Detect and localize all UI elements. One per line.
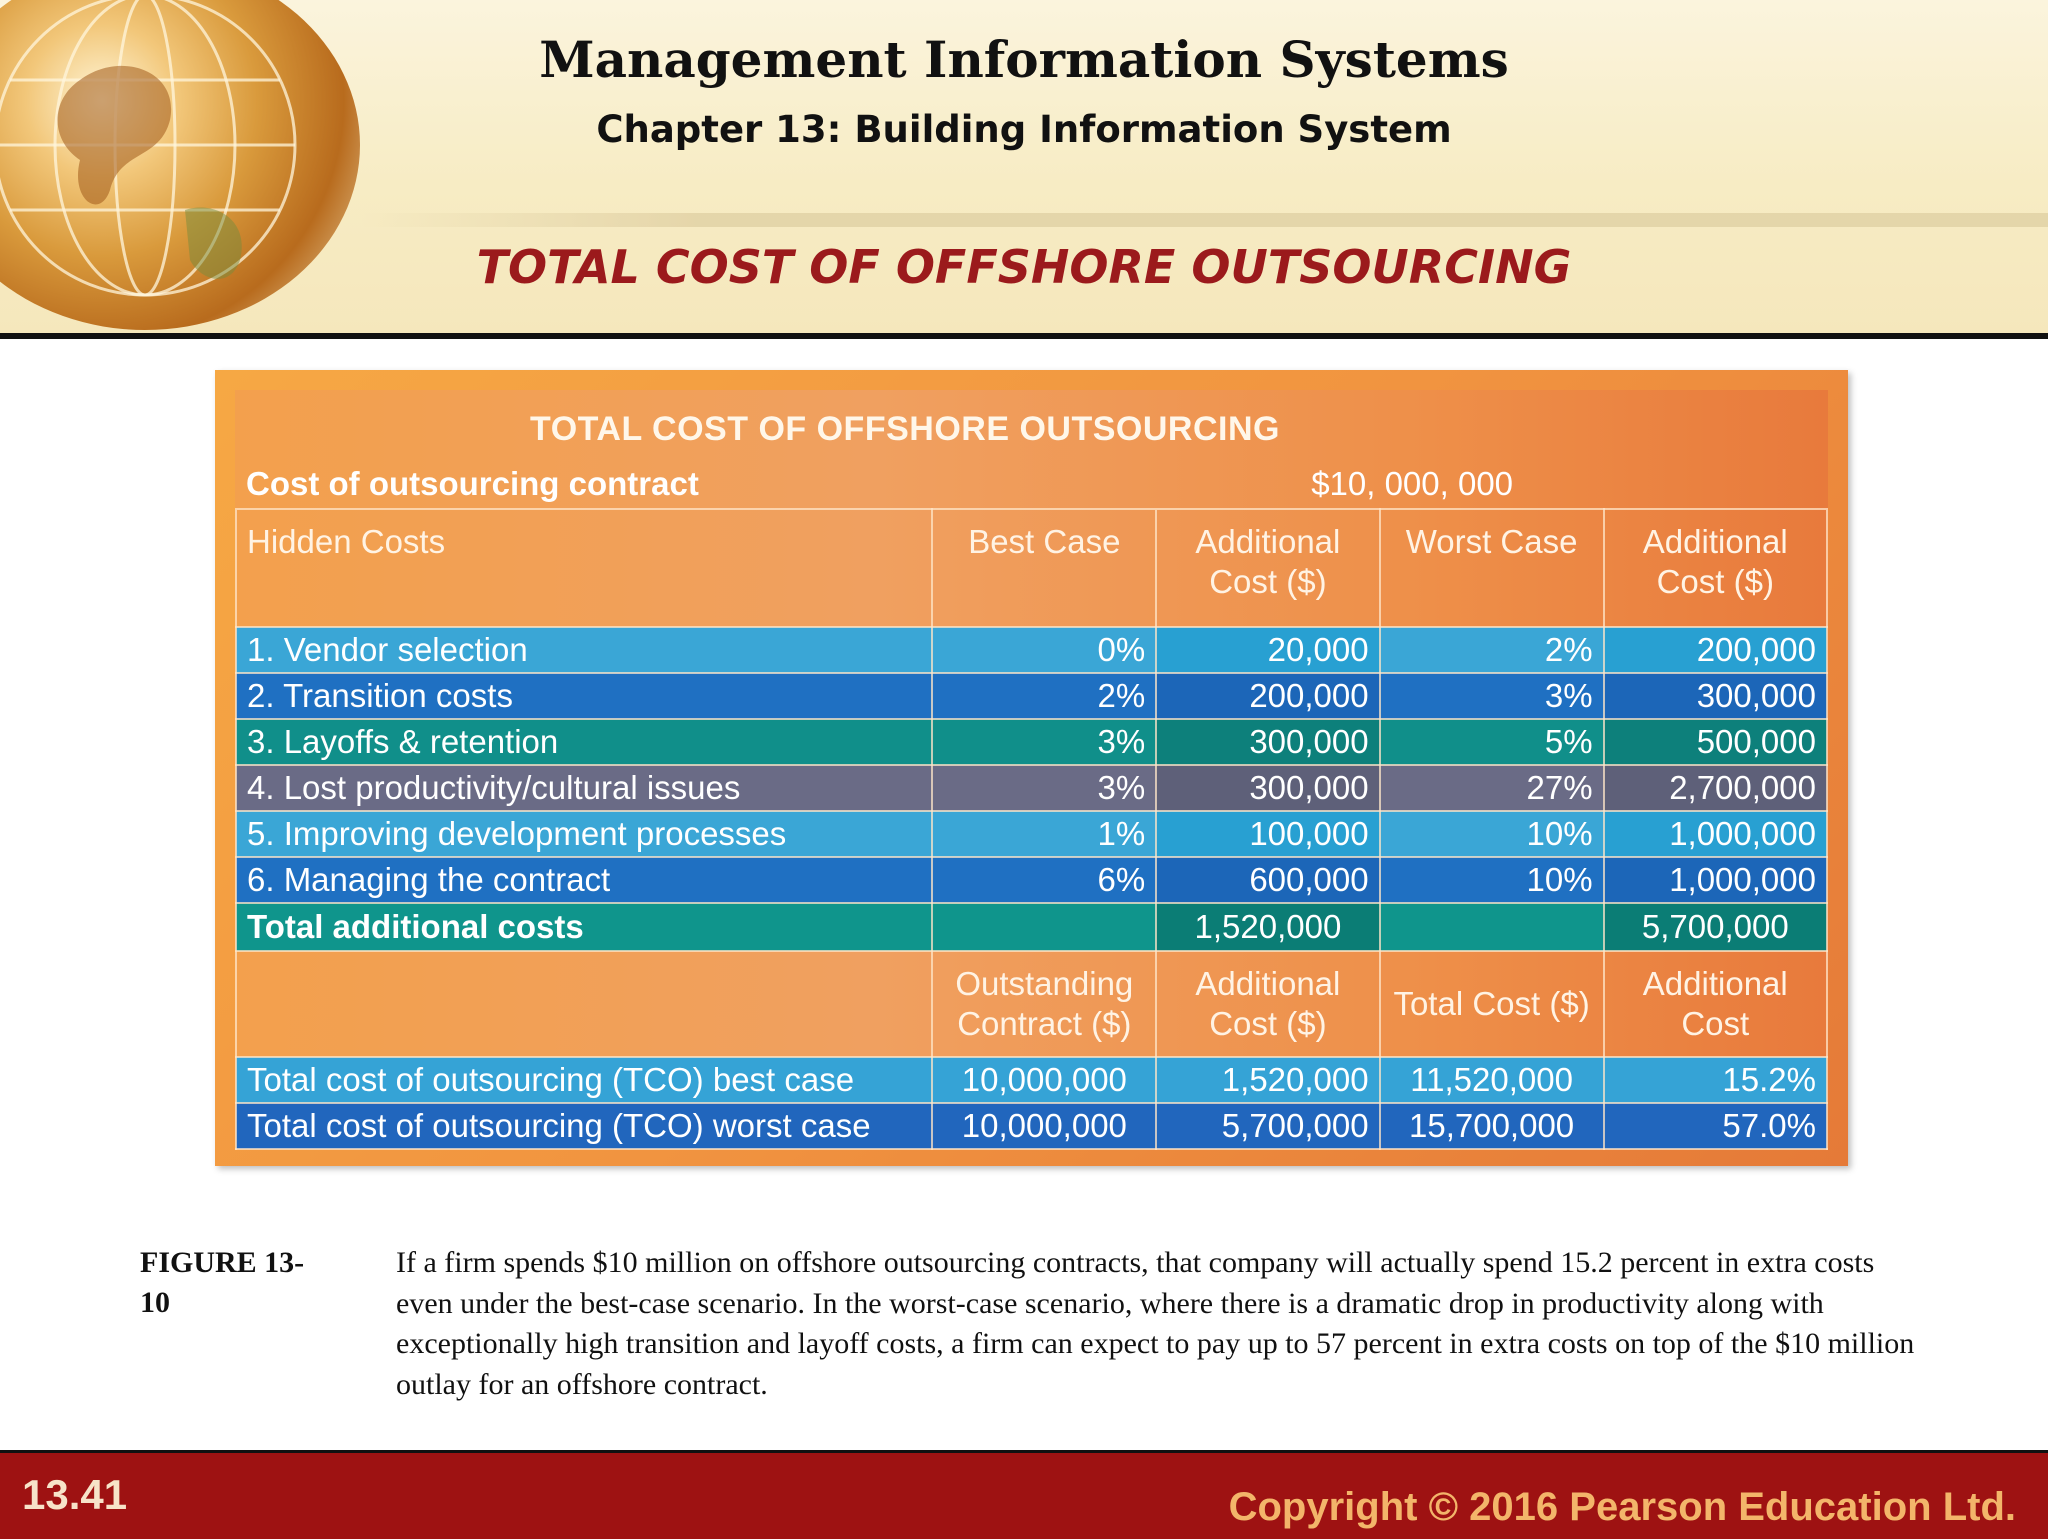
header-additional-cost-worst: Additional Cost ($) bbox=[1602, 508, 1829, 628]
row-label: 4. Lost productivity/cultural issues bbox=[234, 764, 934, 812]
header-band bbox=[360, 213, 2048, 227]
cost-table: Cost of outsourcing contract $10, 000, 0… bbox=[234, 460, 1829, 1150]
header-line: Outstanding bbox=[955, 965, 1134, 1002]
tco-additional: 1,520,000 bbox=[1155, 1056, 1381, 1104]
header-divider bbox=[0, 333, 2048, 339]
figure-label-line: FIGURE 13- bbox=[140, 1246, 305, 1279]
table-row: 1. Vendor selection 0% 20,000 2% 200,000 bbox=[234, 626, 1829, 674]
table-row: 4. Lost productivity/cultural issues 3% … bbox=[234, 764, 1829, 812]
best-pct: 2% bbox=[931, 672, 1158, 720]
header-outstanding-contract: Outstanding Contract ($) bbox=[931, 950, 1158, 1058]
total-row: Total additional costs 1,520,000 5,700,0… bbox=[234, 902, 1829, 952]
best-cost: 20,000 bbox=[1155, 626, 1381, 674]
row-label: 5. Improving development processes bbox=[234, 810, 934, 858]
table-row: 2. Transition costs 2% 200,000 3% 300,00… bbox=[234, 672, 1829, 720]
header-additional-cost: Additional Cost ($) bbox=[1155, 950, 1381, 1058]
slide-header: Management Information Systems Chapter 1… bbox=[0, 0, 2048, 335]
tco-label: Total cost of outsourcing (TCO) worst ca… bbox=[234, 1102, 934, 1150]
worst-pct: 5% bbox=[1378, 718, 1605, 766]
header-line: Contract ($) bbox=[957, 1005, 1132, 1042]
tco-additional: 5,700,000 bbox=[1155, 1102, 1381, 1150]
page-title: Management Information Systems bbox=[539, 30, 1509, 89]
tco-row-worst: Total cost of outsourcing (TCO) worst ca… bbox=[234, 1102, 1829, 1150]
table-header-row: Hidden Costs Best Case Additional Cost ($… bbox=[234, 508, 1829, 628]
total-empty-cell bbox=[1378, 902, 1605, 952]
worst-cost: 1,000,000 bbox=[1602, 810, 1829, 858]
tco-pct: 57.0% bbox=[1602, 1102, 1829, 1150]
best-pct: 0% bbox=[931, 626, 1158, 674]
tco-total: 11,520,000 bbox=[1378, 1056, 1605, 1104]
header-line: Cost bbox=[1681, 1005, 1750, 1042]
cost-table-figure: TOTAL COST OF OFFSHORE OUTSOURCING Cost … bbox=[215, 370, 1848, 1166]
table-row: 5. Improving development processes 1% 10… bbox=[234, 810, 1829, 858]
best-pct: 3% bbox=[931, 764, 1158, 812]
total-worst-cost: 5,700,000 bbox=[1602, 902, 1829, 952]
row-label: 1. Vendor selection bbox=[234, 626, 934, 674]
row-label: 3. Layoffs & retention bbox=[234, 718, 934, 766]
header-hidden-costs: Hidden Costs bbox=[234, 508, 934, 628]
header-line: Cost ($) bbox=[1209, 563, 1327, 600]
best-cost: 300,000 bbox=[1155, 764, 1381, 812]
worst-pct: 10% bbox=[1378, 810, 1605, 858]
tco-pct: 15.2% bbox=[1602, 1056, 1829, 1104]
cost-table-panel: TOTAL COST OF OFFSHORE OUTSOURCING Cost … bbox=[234, 390, 1829, 1150]
header-additional-pct: Additional Cost bbox=[1602, 950, 1829, 1058]
page-subtitle: Chapter 13: Building Information System bbox=[596, 108, 1452, 151]
table-row: 6. Managing the contract 6% 600,000 10% … bbox=[234, 856, 1829, 904]
header-worst-case: Worst Case bbox=[1378, 508, 1605, 628]
slide-footer: 13.41 Copyright © 2016 Pearson Education… bbox=[0, 1450, 2048, 1539]
header-line: Cost ($) bbox=[1209, 1005, 1327, 1042]
tco-header-row: Outstanding Contract ($) Additional Cost (… bbox=[234, 950, 1829, 1058]
header-line: Cost ($) bbox=[1656, 563, 1774, 600]
header-best-case: Best Case bbox=[931, 508, 1158, 628]
tco-outstanding: 10,000,000 bbox=[931, 1102, 1158, 1150]
header-additional-cost-best: Additional Cost ($) bbox=[1155, 508, 1381, 628]
copyright-notice: Copyright © 2016 Pearson Education Ltd. bbox=[1228, 1485, 2016, 1529]
tco-total: 15,700,000 bbox=[1378, 1102, 1605, 1150]
total-best-cost: 1,520,000 bbox=[1155, 902, 1381, 952]
contract-row: Cost of outsourcing contract $10, 000, 0… bbox=[236, 460, 1827, 510]
tco-header-empty bbox=[234, 950, 934, 1058]
figure-label: FIGURE 13- 10 bbox=[140, 1243, 340, 1323]
figure-label-line: 10 bbox=[140, 1286, 170, 1319]
table-row: 3. Layoffs & retention 3% 300,000 5% 500… bbox=[234, 718, 1829, 766]
worst-pct: 27% bbox=[1378, 764, 1605, 812]
row-label: 2. Transition costs bbox=[234, 672, 934, 720]
figure-caption: If a firm spends $10 million on offshore… bbox=[396, 1246, 1915, 1401]
row-label: 6. Managing the contract bbox=[234, 856, 934, 904]
header-total-cost: Total Cost ($) bbox=[1378, 950, 1605, 1058]
contract-amount: $10, 000, 000 bbox=[1156, 460, 1827, 510]
tco-outstanding: 10,000,000 bbox=[931, 1056, 1158, 1104]
worst-pct: 2% bbox=[1378, 626, 1605, 674]
best-cost: 300,000 bbox=[1155, 718, 1381, 766]
worst-cost: 500,000 bbox=[1602, 718, 1829, 766]
worst-cost: 200,000 bbox=[1602, 626, 1829, 674]
best-pct: 1% bbox=[931, 810, 1158, 858]
tco-label: Total cost of outsourcing (TCO) best cas… bbox=[234, 1056, 934, 1104]
slide-heading: TOTAL COST OF OFFSHORE OUTSOURCING bbox=[476, 240, 1572, 294]
best-cost: 100,000 bbox=[1155, 810, 1381, 858]
best-cost: 200,000 bbox=[1155, 672, 1381, 720]
table-title: TOTAL COST OF OFFSHORE OUTSOURCING bbox=[530, 410, 1280, 448]
worst-pct: 3% bbox=[1378, 672, 1605, 720]
best-pct: 6% bbox=[931, 856, 1158, 904]
header-line: Additional bbox=[1195, 965, 1341, 1002]
tco-row-best: Total cost of outsourcing (TCO) best cas… bbox=[234, 1056, 1829, 1104]
best-cost: 600,000 bbox=[1155, 856, 1381, 904]
worst-cost: 300,000 bbox=[1602, 672, 1829, 720]
header-line: Additional bbox=[1642, 523, 1788, 560]
worst-cost: 2,700,000 bbox=[1602, 764, 1829, 812]
worst-cost: 1,000,000 bbox=[1602, 856, 1829, 904]
total-label: Total additional costs bbox=[234, 902, 934, 952]
best-pct: 3% bbox=[931, 718, 1158, 766]
worst-pct: 10% bbox=[1378, 856, 1605, 904]
total-empty-cell bbox=[931, 902, 1158, 952]
slide-number: 13.41 bbox=[22, 1471, 128, 1518]
contract-label: Cost of outsourcing contract bbox=[236, 460, 1157, 510]
globe-image bbox=[0, 0, 360, 330]
header-line: Additional bbox=[1195, 523, 1341, 560]
header-line: Additional bbox=[1642, 965, 1788, 1002]
